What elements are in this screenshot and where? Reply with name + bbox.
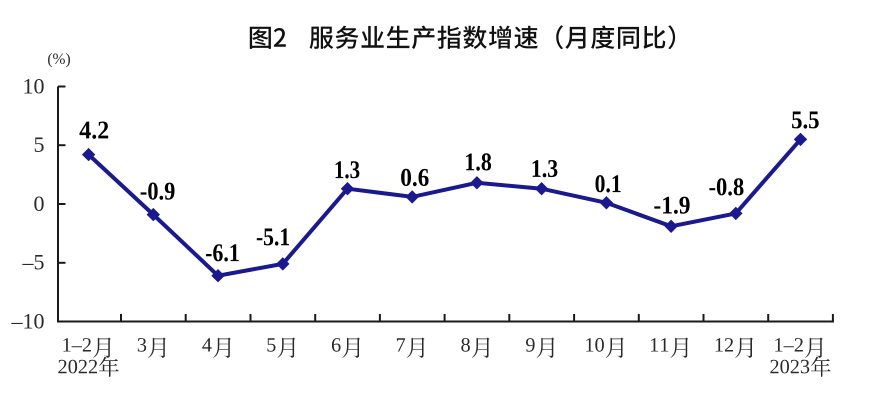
svg-text:10: 10 <box>23 73 45 98</box>
svg-text:5: 5 <box>34 132 45 157</box>
svg-text:(%): (%) <box>47 51 70 68</box>
svg-text:–5: –5 <box>22 250 45 275</box>
svg-text:–10: –10 <box>11 308 45 333</box>
svg-text:0: 0 <box>34 191 45 216</box>
